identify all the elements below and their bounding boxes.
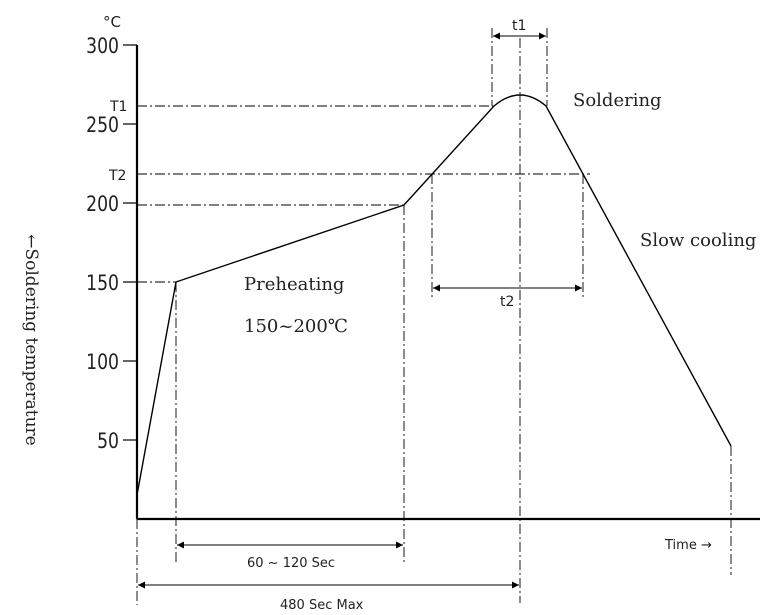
t1-label: t1: [512, 18, 526, 34]
marker-t2-label: T2: [108, 168, 126, 184]
x-axis-title: Time →: [664, 538, 712, 553]
slow-cooling-label: Slow cooling: [640, 230, 756, 251]
y-ticks: 300 250 200 150 100 50: [86, 33, 137, 453]
y-tick-label: 50: [97, 428, 119, 453]
t2-label: t2: [500, 294, 514, 310]
preheat-time-label: 60 ~ 120 Sec: [247, 556, 335, 571]
preheating-label: Preheating: [244, 274, 344, 295]
temperature-unit: °C: [103, 13, 121, 31]
soldering-label: Soldering: [573, 90, 662, 111]
preheating-range-label: 150~200℃: [244, 316, 348, 337]
y-tick-label: 200: [86, 191, 119, 216]
marker-t1-label: T1: [109, 99, 127, 115]
y-tick-label: 100: [86, 349, 119, 374]
y-tick-label: 250: [86, 112, 119, 137]
y-tick-label: 150: [86, 270, 119, 295]
reflow-profile-line: [136, 94, 732, 496]
y-axis-title: ←Soldering temperature: [21, 234, 41, 446]
max-time-label: 480 Sec Max: [280, 598, 364, 613]
y-tick-label: 300: [86, 33, 119, 58]
